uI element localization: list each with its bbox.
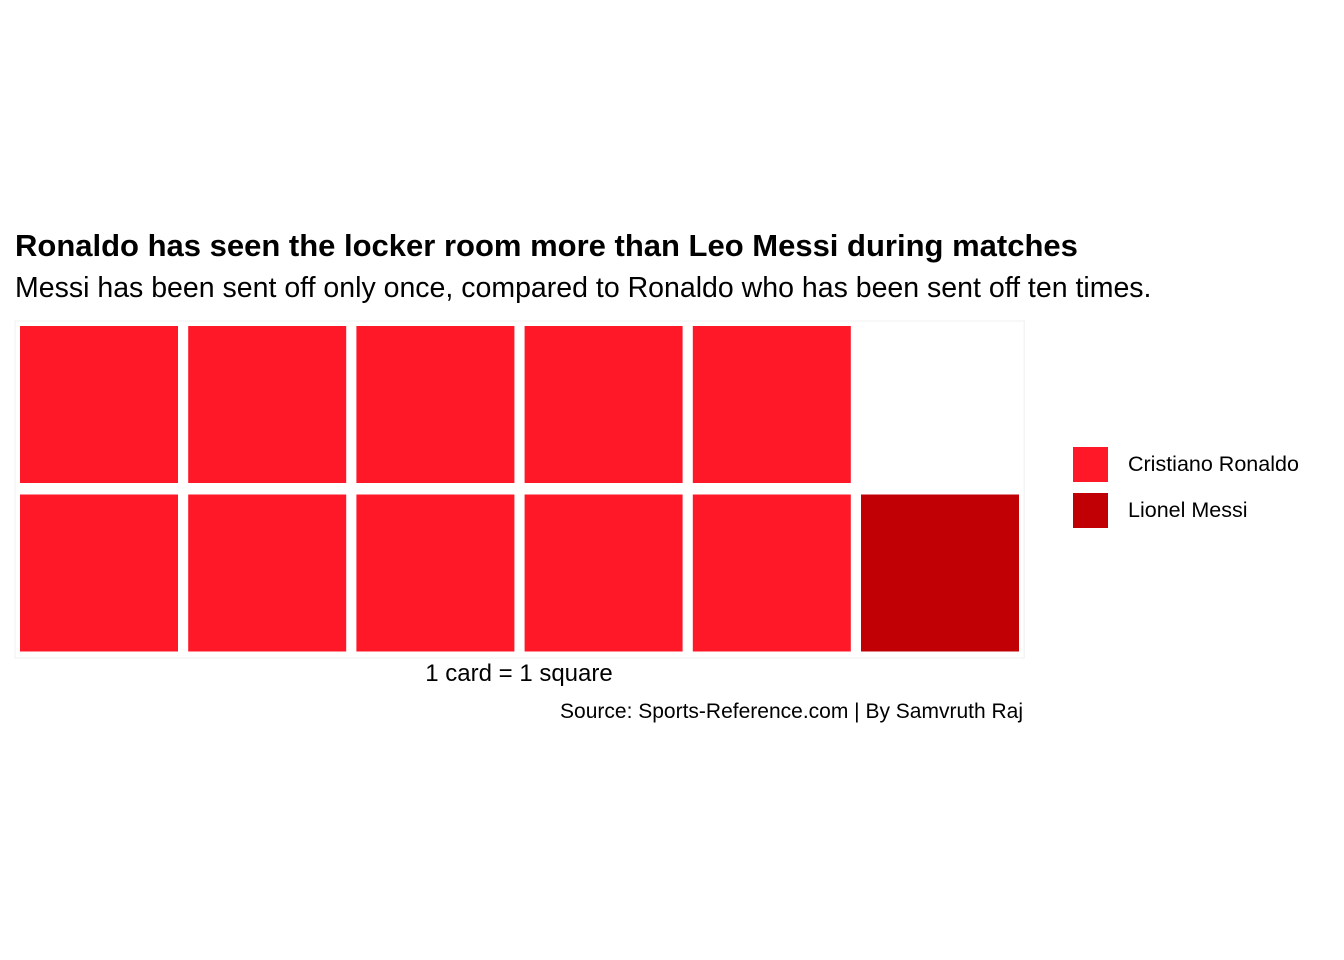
legend-swatch-messi — [1073, 492, 1108, 528]
chart-title: Ronaldo has seen the locker room more th… — [15, 228, 1078, 263]
waffle-square-messi — [861, 494, 1019, 652]
chart-caption: Source: Sports-Reference.com | By Samvru… — [560, 700, 1023, 723]
waffle-square-ronaldo — [356, 326, 515, 483]
legend-label-ronaldo: Cristiano Ronaldo — [1128, 451, 1299, 476]
legend-label-messi: Lionel Messi — [1128, 497, 1248, 522]
waffle-square-ronaldo — [188, 494, 347, 652]
waffle-square-ronaldo — [20, 494, 178, 652]
waffle-square-ronaldo — [356, 494, 515, 652]
x-axis-label: 1 card = 1 square — [425, 660, 613, 687]
waffle-square-ronaldo — [188, 326, 347, 483]
waffle-square-ronaldo — [692, 494, 851, 652]
legend-swatch-ronaldo — [1073, 446, 1108, 482]
waffle-square-ronaldo — [692, 326, 851, 483]
waffle-square-ronaldo — [524, 326, 683, 483]
waffle-panel-border — [14, 320, 1025, 659]
legend-item-ronaldo: Cristiano Ronaldo — [1073, 446, 1299, 482]
waffle-square-ronaldo — [524, 494, 683, 652]
chart-subtitle: Messi has been sent off only once, compa… — [15, 272, 1152, 304]
waffle-square-ronaldo — [20, 326, 178, 483]
legend-item-messi: Lionel Messi — [1073, 492, 1248, 528]
